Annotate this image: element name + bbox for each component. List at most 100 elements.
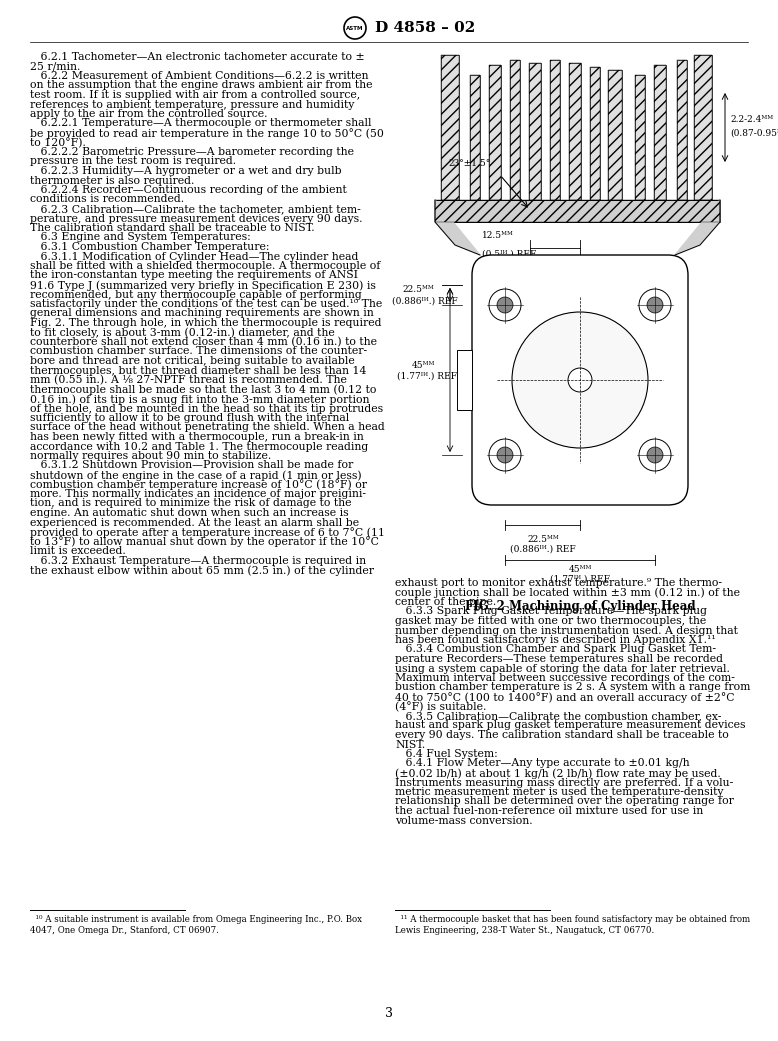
Text: perature Recorders—These temperatures shall be recorded: perature Recorders—These temperatures sh…: [395, 654, 723, 664]
Bar: [441, 55, 459, 200]
Text: combustion chamber surface. The dimensions of the counter-: combustion chamber surface. The dimensio…: [30, 347, 367, 356]
Text: NIST.: NIST.: [395, 739, 426, 750]
Bar: [635, 75, 645, 200]
Text: haust and spark plug gasket temperature measurement devices: haust and spark plug gasket temperature …: [395, 720, 745, 731]
Polygon shape: [435, 200, 480, 255]
Text: apply to the air from the controlled source.: apply to the air from the controlled sou…: [30, 109, 268, 119]
Text: 3: 3: [385, 1007, 393, 1020]
Text: normally requires about 90 min to stabilize.: normally requires about 90 min to stabil…: [30, 451, 272, 461]
Text: (4°F) is suitable.: (4°F) is suitable.: [395, 702, 486, 712]
Text: exhaust port to monitor exhaust temperature.⁹ The thermo-: exhaust port to monitor exhaust temperat…: [395, 578, 722, 588]
Bar: [608, 70, 622, 200]
Text: 22.5ᴹᴹ: 22.5ᴹᴹ: [527, 535, 559, 544]
Bar: [510, 60, 520, 200]
Circle shape: [489, 289, 521, 321]
Text: (0.886ᴵᴻ.) REF: (0.886ᴵᴻ.) REF: [392, 297, 457, 305]
Text: experienced is recommended. At the least an alarm shall be: experienced is recommended. At the least…: [30, 517, 359, 528]
Text: 0.16 in.) of its tip is a snug fit into the 3-mm diameter portion: 0.16 in.) of its tip is a snug fit into …: [30, 393, 370, 405]
Text: pressure in the test room is required.: pressure in the test room is required.: [30, 156, 237, 167]
Bar: [489, 65, 501, 200]
Bar: [654, 65, 666, 200]
Circle shape: [639, 289, 671, 321]
Text: 6.3.2 Exhaust Temperature—A thermocouple is required in: 6.3.2 Exhaust Temperature—A thermocouple…: [30, 556, 366, 565]
Bar: [694, 55, 712, 200]
Circle shape: [497, 297, 513, 313]
Bar: [608, 70, 622, 200]
Text: the iron-constantan type meeting the requirements of ANSI: the iron-constantan type meeting the req…: [30, 271, 358, 280]
Text: ¹¹ A thermocouple basket that has been found satisfactory may be obtained from
L: ¹¹ A thermocouple basket that has been f…: [395, 915, 750, 935]
Text: be provided to read air temperature in the range 10 to 50°C (50: be provided to read air temperature in t…: [30, 128, 384, 138]
Text: Maximum interval between successive recordings of the com-: Maximum interval between successive reco…: [395, 672, 735, 683]
Text: 6.3.1.2 Shutdown Provision—Provision shall be made for: 6.3.1.2 Shutdown Provision—Provision sha…: [30, 460, 353, 471]
Text: accordance with 10.2 and Table 1. The thermocouple reading: accordance with 10.2 and Table 1. The th…: [30, 441, 368, 452]
Text: 40 to 750°C (100 to 1400°F) and an overall accuracy of ±2°C: 40 to 750°C (100 to 1400°F) and an overa…: [395, 692, 734, 703]
Text: 6.2.1 Tachometer—An electronic tachometer accurate to ±: 6.2.1 Tachometer—An electronic tachomete…: [30, 52, 365, 62]
Text: (0.87-0.95ᴵᴻ.): (0.87-0.95ᴵᴻ.): [730, 128, 778, 137]
Text: 6.2.2 Measurement of Ambient Conditions—6.2.2 is written: 6.2.2 Measurement of Ambient Conditions—…: [30, 71, 369, 81]
Bar: [441, 55, 459, 200]
Text: 45ᴹᴹ: 45ᴹᴹ: [412, 360, 436, 370]
Bar: [654, 65, 666, 200]
Text: the actual fuel-non-reference oil mixture used for use in: the actual fuel-non-reference oil mixtur…: [395, 806, 703, 816]
Text: The calibration standard shall be traceable to NIST.: The calibration standard shall be tracea…: [30, 223, 314, 233]
Text: on the assumption that the engine draws ambient air from the: on the assumption that the engine draws …: [30, 80, 373, 91]
Text: the exhaust elbow within about 65 mm (2.5 in.) of the cylinder: the exhaust elbow within about 65 mm (2.…: [30, 565, 374, 576]
Bar: [529, 64, 541, 200]
Bar: [590, 67, 600, 200]
Text: 6.2.2.2 Barometric Pressure—A barometer recording the: 6.2.2.2 Barometric Pressure—A barometer …: [30, 147, 354, 157]
Text: 12.5ᴹᴹ: 12.5ᴹᴹ: [482, 231, 514, 240]
Text: 2.2-2.4ᴹᴹ: 2.2-2.4ᴹᴹ: [730, 116, 773, 125]
Text: sufficiently to allow it to be ground flush with the internal: sufficiently to allow it to be ground fl…: [30, 413, 349, 423]
Text: 45ᴹᴹ: 45ᴹᴹ: [568, 565, 592, 574]
Bar: [435, 200, 720, 222]
Text: counterbore shall not extend closer than 4 mm (0.16 in.) to the: counterbore shall not extend closer than…: [30, 337, 377, 348]
Bar: [510, 60, 520, 200]
Text: mm (0.55 in.). A ⅛ 27-NPTF thread is recommended. The: mm (0.55 in.). A ⅛ 27-NPTF thread is rec…: [30, 375, 347, 385]
Text: provided to operate after a temperature increase of 6 to 7°C (11: provided to operate after a temperature …: [30, 527, 385, 538]
Text: to fit closely, is about 3-mm (0.12-in.) diameter, and the: to fit closely, is about 3-mm (0.12-in.)…: [30, 328, 335, 338]
Text: relationship shall be determined over the operating range for: relationship shall be determined over th…: [395, 796, 734, 807]
Text: shutdown of the engine in the case of a rapid (1 min or less): shutdown of the engine in the case of a …: [30, 469, 362, 481]
Text: to 120°F).: to 120°F).: [30, 137, 86, 148]
Text: metric measurement meter is used the temperature-density: metric measurement meter is used the tem…: [395, 787, 724, 797]
Circle shape: [647, 447, 663, 463]
Bar: [569, 64, 581, 200]
Text: thermocouple shall be made so that the last 3 to 4 mm (0.12 to: thermocouple shall be made so that the l…: [30, 384, 377, 396]
Text: 6.3.3 Spark Plug Gasket Temperature—The spark plug: 6.3.3 Spark Plug Gasket Temperature—The …: [395, 607, 707, 616]
Bar: [470, 75, 480, 200]
Text: to 13°F) to allow manual shut down by the operator if the 10°C: to 13°F) to allow manual shut down by th…: [30, 536, 379, 548]
Text: tion, and is required to minimize the risk of damage to the: tion, and is required to minimize the ri…: [30, 499, 352, 508]
Text: Instruments measuring mass directly are preferred. If a volu-: Instruments measuring mass directly are …: [395, 778, 733, 787]
Bar: [550, 60, 560, 200]
Text: limit is exceeded.: limit is exceeded.: [30, 545, 126, 556]
Text: engine. An automatic shut down when such an increase is: engine. An automatic shut down when such…: [30, 508, 349, 518]
Text: Fig. 2. The through hole, in which the thermocouple is required: Fig. 2. The through hole, in which the t…: [30, 318, 381, 328]
Bar: [677, 60, 687, 200]
Text: general dimensions and machining requirements are shown in: general dimensions and machining require…: [30, 308, 373, 319]
Text: every 90 days. The calibration standard shall be traceable to: every 90 days. The calibration standard …: [395, 730, 729, 740]
Circle shape: [647, 297, 663, 313]
Text: recommended, but any thermocouple capable of performing: recommended, but any thermocouple capabl…: [30, 289, 362, 300]
Text: bore and thread are not critical, being suitable to available: bore and thread are not critical, being …: [30, 356, 355, 366]
Text: satisfactorily under the conditions of the test can be used.¹⁰ The: satisfactorily under the conditions of t…: [30, 299, 382, 309]
Text: combustion chamber temperature increase of 10°C (18°F) or: combustion chamber temperature increase …: [30, 480, 367, 490]
Text: test room. If it is supplied with air from a controlled source,: test room. If it is supplied with air fr…: [30, 90, 360, 100]
Text: couple junction shall be located within ±3 mm (0.12 in.) of the: couple junction shall be located within …: [395, 587, 740, 599]
Bar: [489, 65, 501, 200]
Text: surface of the head without penetrating the shield. When a head: surface of the head without penetrating …: [30, 423, 385, 432]
Text: thermometer is also required.: thermometer is also required.: [30, 176, 194, 185]
Text: bustion chamber temperature is 2 s. A system with a range from: bustion chamber temperature is 2 s. A sy…: [395, 683, 750, 692]
Text: D 4858 – 02: D 4858 – 02: [375, 21, 475, 35]
Text: 22.5ᴹᴹ: 22.5ᴹᴹ: [402, 285, 434, 295]
Text: 6.2.3 Calibration—Calibrate the tachometer, ambient tem-: 6.2.3 Calibration—Calibrate the tachomet…: [30, 204, 361, 214]
Text: 6.3.1.1 Modification of Cylinder Head—The cylinder head: 6.3.1.1 Modification of Cylinder Head—Th…: [30, 252, 359, 261]
Circle shape: [497, 447, 513, 463]
Circle shape: [512, 312, 648, 448]
Bar: [590, 67, 600, 200]
Bar: [635, 75, 645, 200]
Text: references to ambient temperature, pressure and humidity: references to ambient temperature, press…: [30, 100, 354, 109]
Bar: [569, 64, 581, 200]
Text: 6.2.2.4 Recorder—Continuous recording of the ambient: 6.2.2.4 Recorder—Continuous recording of…: [30, 185, 347, 195]
Text: (1.77ᴵᴻ.) REF: (1.77ᴵᴻ.) REF: [550, 575, 610, 584]
Circle shape: [639, 439, 671, 471]
